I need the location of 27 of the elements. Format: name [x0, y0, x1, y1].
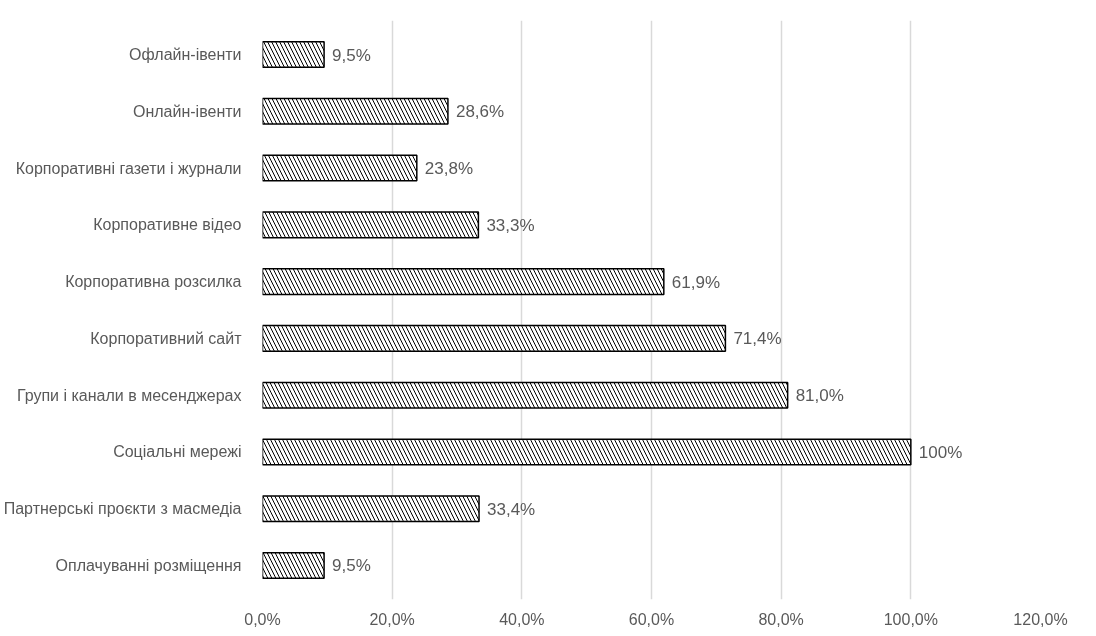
y-tick-label: Оплачуванні розміщення: [55, 556, 242, 574]
data-label: 61,9%: [671, 272, 721, 292]
data-label: 9,5%: [332, 45, 371, 65]
data-label: 28,6%: [455, 102, 505, 122]
y-tick-label: Корпоративний сайт: [90, 329, 243, 347]
data-label: 9,5%: [332, 556, 371, 576]
data-label: 33,3%: [486, 215, 535, 235]
y-tick-label: Корпоративна розсилка: [65, 273, 242, 291]
x-tick-label: 120,0%: [1013, 610, 1068, 628]
y-tick-label: Корпоративні газети і журнали: [15, 159, 242, 177]
x-tick-label: 20,0%: [369, 610, 415, 628]
data-label: 33,4%: [487, 499, 536, 519]
data-label: 81,0%: [795, 386, 844, 406]
x-tick-label: 40,0%: [499, 610, 545, 628]
x-tick-label: 80,0%: [758, 610, 804, 628]
y-tick-label: Соціальні мережі: [113, 443, 242, 461]
data-label: 71,4%: [733, 329, 782, 349]
y-tick-label: Онлайн-івенти: [133, 102, 242, 120]
y-tick-label: Партнерські проєкти з масмедіа: [3, 500, 242, 518]
y-tick-label: Корпоративне відео: [93, 216, 242, 234]
x-tick-label: 60,0%: [628, 610, 675, 628]
y-tick-label: Групи і канали в месенджерах: [16, 386, 242, 404]
data-label: 100%: [918, 442, 963, 462]
x-tick-label: 100,0%: [883, 610, 938, 628]
x-tick-label: 0,0%: [244, 610, 281, 628]
y-tick-label: Офлайн-івенти: [129, 46, 242, 64]
data-label: 23,8%: [424, 159, 474, 179]
